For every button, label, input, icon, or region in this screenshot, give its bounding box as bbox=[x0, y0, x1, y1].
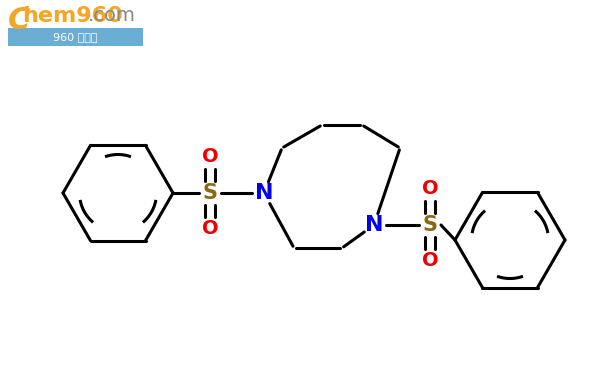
Text: S: S bbox=[422, 215, 437, 235]
Text: C: C bbox=[8, 6, 30, 35]
Text: N: N bbox=[365, 215, 383, 235]
Text: .com: .com bbox=[88, 6, 136, 25]
FancyBboxPatch shape bbox=[8, 28, 143, 46]
Text: hem960: hem960 bbox=[22, 6, 123, 26]
Text: N: N bbox=[255, 183, 273, 203]
Text: 960 化工网: 960 化工网 bbox=[53, 32, 97, 42]
Text: O: O bbox=[422, 252, 438, 270]
Text: O: O bbox=[201, 219, 218, 239]
Text: O: O bbox=[422, 180, 438, 198]
Text: O: O bbox=[201, 147, 218, 166]
Text: S: S bbox=[203, 183, 218, 203]
